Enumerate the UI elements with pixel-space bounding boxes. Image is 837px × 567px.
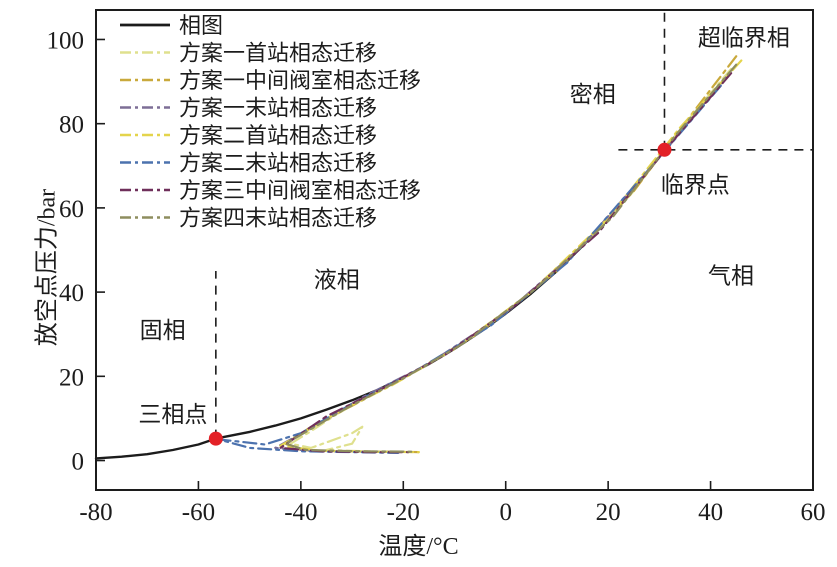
x-tick-label: 60 bbox=[801, 499, 826, 526]
x-tick-label: -60 bbox=[182, 499, 215, 526]
liquid-phase-label: 液相 bbox=[314, 267, 360, 292]
y-tick-label: 0 bbox=[72, 449, 85, 476]
legend-item-6: 方案三中间阀室相态迁移 bbox=[120, 178, 421, 203]
guide-lines bbox=[215, 10, 813, 439]
x-tick-label: -40 bbox=[284, 499, 317, 526]
triple-point-marker bbox=[208, 431, 223, 446]
legend-item-1: 方案一首站相态迁移 bbox=[120, 41, 377, 66]
legend-label: 方案三中间阀室相态迁移 bbox=[179, 178, 421, 203]
series-lines bbox=[94, 55, 743, 460]
y-tick-label: 40 bbox=[59, 280, 84, 307]
legend-label: 方案一末站相态迁移 bbox=[179, 96, 377, 121]
y-tick-label: 100 bbox=[47, 27, 85, 54]
legend-item-0: 相图 bbox=[120, 13, 223, 38]
y-tick-label: 20 bbox=[59, 364, 84, 391]
x-tick-label: 0 bbox=[499, 499, 512, 526]
dense-phase-label: 密相 bbox=[570, 82, 616, 107]
legend-label: 相图 bbox=[179, 13, 223, 38]
gas-phase-label: 气相 bbox=[708, 263, 754, 288]
legend: 相图方案一首站相态迁移方案一中间阀室相态迁移方案一末站相态迁移方案二首站相态迁移… bbox=[120, 13, 421, 231]
x-tick-label: -20 bbox=[387, 499, 420, 526]
point-markers bbox=[208, 142, 672, 446]
x-axis-ticks: -80 -60 -40 -20 0 20 40 60 bbox=[79, 481, 826, 526]
legend-label: 方案一中间阀室相态迁移 bbox=[179, 68, 421, 93]
x-axis-label: 温度/°C bbox=[378, 534, 459, 560]
legend-item-2: 方案一中间阀室相态迁移 bbox=[120, 68, 421, 93]
critical-point-marker bbox=[657, 142, 672, 157]
x-tick-label: -80 bbox=[79, 499, 112, 526]
legend-item-5: 方案二末站相态迁移 bbox=[120, 151, 377, 176]
legend-label: 方案二末站相态迁移 bbox=[179, 151, 377, 176]
legend-item-7: 方案四末站相态迁移 bbox=[120, 206, 377, 231]
legend-item-3: 方案一末站相态迁移 bbox=[120, 96, 377, 121]
legend-item-4: 方案二首站相态迁移 bbox=[120, 123, 377, 148]
y-axis-ticks: 0 20 40 60 80 100 bbox=[47, 27, 105, 476]
plot-frame bbox=[95, 9, 814, 491]
legend-label: 方案二首站相态迁移 bbox=[179, 123, 377, 148]
legend-label: 方案四末站相态迁移 bbox=[179, 206, 377, 231]
x-tick-label: 20 bbox=[596, 499, 621, 526]
y-tick-label: 80 bbox=[59, 112, 84, 139]
y-tick-label: 60 bbox=[59, 196, 84, 223]
series-line-7 bbox=[284, 63, 738, 453]
x-tick-label: 40 bbox=[698, 499, 723, 526]
triple-point-label: 三相点 bbox=[138, 402, 207, 427]
solid-phase-label: 固相 bbox=[140, 318, 186, 343]
legend-label: 方案一首站相态迁移 bbox=[179, 41, 377, 66]
y-axis-label: 放空点压力/bar bbox=[34, 188, 61, 347]
critical-point-label: 临界点 bbox=[661, 173, 730, 198]
series-line-5 bbox=[217, 84, 722, 454]
supercritical-phase-label: 超临界相 bbox=[698, 25, 790, 50]
